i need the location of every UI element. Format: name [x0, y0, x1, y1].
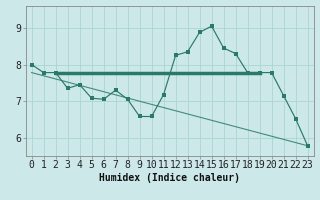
X-axis label: Humidex (Indice chaleur): Humidex (Indice chaleur)	[99, 173, 240, 183]
